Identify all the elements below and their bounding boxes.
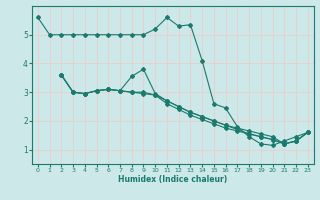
- X-axis label: Humidex (Indice chaleur): Humidex (Indice chaleur): [118, 175, 228, 184]
